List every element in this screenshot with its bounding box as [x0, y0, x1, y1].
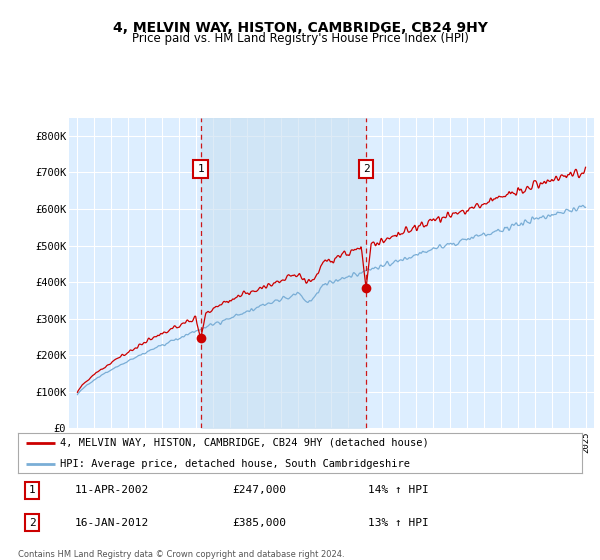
- Text: HPI: Average price, detached house, South Cambridgeshire: HPI: Average price, detached house, Sout…: [60, 459, 410, 469]
- Text: £247,000: £247,000: [232, 486, 286, 496]
- Text: 2: 2: [362, 164, 370, 174]
- Text: Contains HM Land Registry data © Crown copyright and database right 2024.
This d: Contains HM Land Registry data © Crown c…: [18, 550, 344, 560]
- Text: £385,000: £385,000: [232, 517, 286, 528]
- Text: 1: 1: [29, 486, 35, 496]
- Text: 4, MELVIN WAY, HISTON, CAMBRIDGE, CB24 9HY (detached house): 4, MELVIN WAY, HISTON, CAMBRIDGE, CB24 9…: [60, 438, 429, 448]
- Text: 11-APR-2002: 11-APR-2002: [74, 486, 149, 496]
- Text: 2: 2: [29, 517, 35, 528]
- Text: 16-JAN-2012: 16-JAN-2012: [74, 517, 149, 528]
- Text: 14% ↑ HPI: 14% ↑ HPI: [368, 486, 428, 496]
- Text: 4, MELVIN WAY, HISTON, CAMBRIDGE, CB24 9HY: 4, MELVIN WAY, HISTON, CAMBRIDGE, CB24 9…: [113, 21, 487, 35]
- Text: 13% ↑ HPI: 13% ↑ HPI: [368, 517, 428, 528]
- Text: 1: 1: [197, 164, 204, 174]
- Text: Price paid vs. HM Land Registry's House Price Index (HPI): Price paid vs. HM Land Registry's House …: [131, 32, 469, 45]
